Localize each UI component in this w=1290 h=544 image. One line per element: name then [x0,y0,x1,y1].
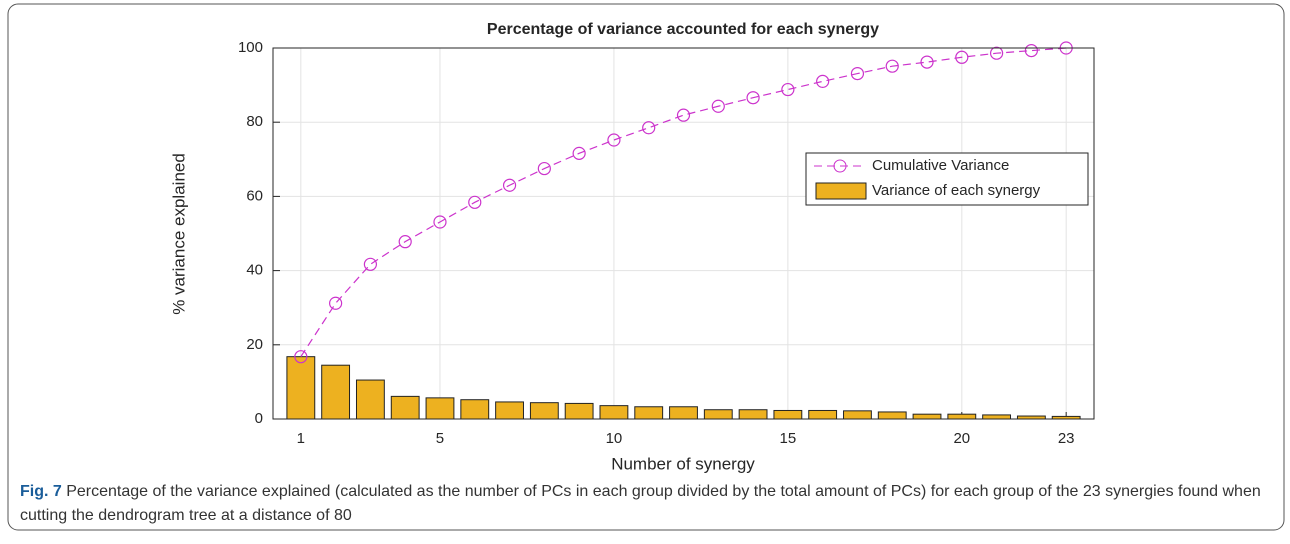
legend-marker [833,159,847,173]
bar [390,395,420,420]
y-tick-label: 20 [246,336,263,353]
bar [843,410,872,420]
bar [425,397,455,420]
y-tick-label: 80 [246,113,263,130]
legend-label: Cumulative Variance [872,157,1009,174]
marker [607,133,621,147]
bar [495,401,524,420]
bar [912,413,942,420]
bar [634,406,664,420]
line [300,47,1067,357]
marker [989,46,1004,60]
marker [537,161,551,176]
bar [286,356,316,420]
y-tick-label: 100 [238,39,263,56]
bar [947,413,977,420]
x-tick-label: 1 [297,430,305,447]
marker [572,146,586,160]
marker [433,215,447,229]
y-tick-label: 60 [246,187,263,204]
marker [781,82,795,97]
x-tick-label: 5 [436,430,444,447]
marker [746,91,760,105]
y-tick-label: 40 [246,262,263,279]
frame [7,3,1285,531]
x-axis-label: Number of synergy [611,454,755,473]
marker [294,350,308,364]
marker [816,74,830,88]
bar [703,409,733,420]
x-tick-label: 10 [606,430,623,447]
marker [502,178,517,192]
caption: Fig. 7 Percentage of the variance explai… [20,480,1270,528]
marker [711,99,725,113]
bar [669,406,698,420]
marker [398,235,412,249]
marker [642,121,656,135]
chart-title: Percentage of variance accounted for eac… [487,21,879,38]
bar [808,409,838,420]
marker [885,59,899,73]
y-axis-label: % variance explained [169,153,188,315]
marker [329,296,343,310]
bar [738,409,768,420]
bar [877,411,907,420]
bar [321,364,351,420]
x-tick-label: 23 [1058,430,1075,447]
bar [564,402,594,420]
marker [850,66,865,81]
bar [599,405,629,420]
caption-label: Fig. 7 [20,483,62,500]
marker [920,55,934,69]
bar [529,402,559,420]
caption-text: Percentage of the variance explained (ca… [20,483,1261,524]
plot-box [272,47,1095,420]
x-tick-label: 20 [953,430,970,447]
marker [676,108,691,122]
bar [982,414,1012,420]
legend-label: Variance of each synergy [872,182,1041,199]
marker [955,50,969,64]
x-tick-label: 15 [780,430,797,447]
bar [773,409,803,420]
y-tick-label: 0 [255,410,263,427]
legend-swatch [815,182,867,200]
marker [363,257,378,271]
marker [1024,43,1038,58]
marker [468,195,482,209]
bar [355,379,385,420]
bar [460,399,490,420]
